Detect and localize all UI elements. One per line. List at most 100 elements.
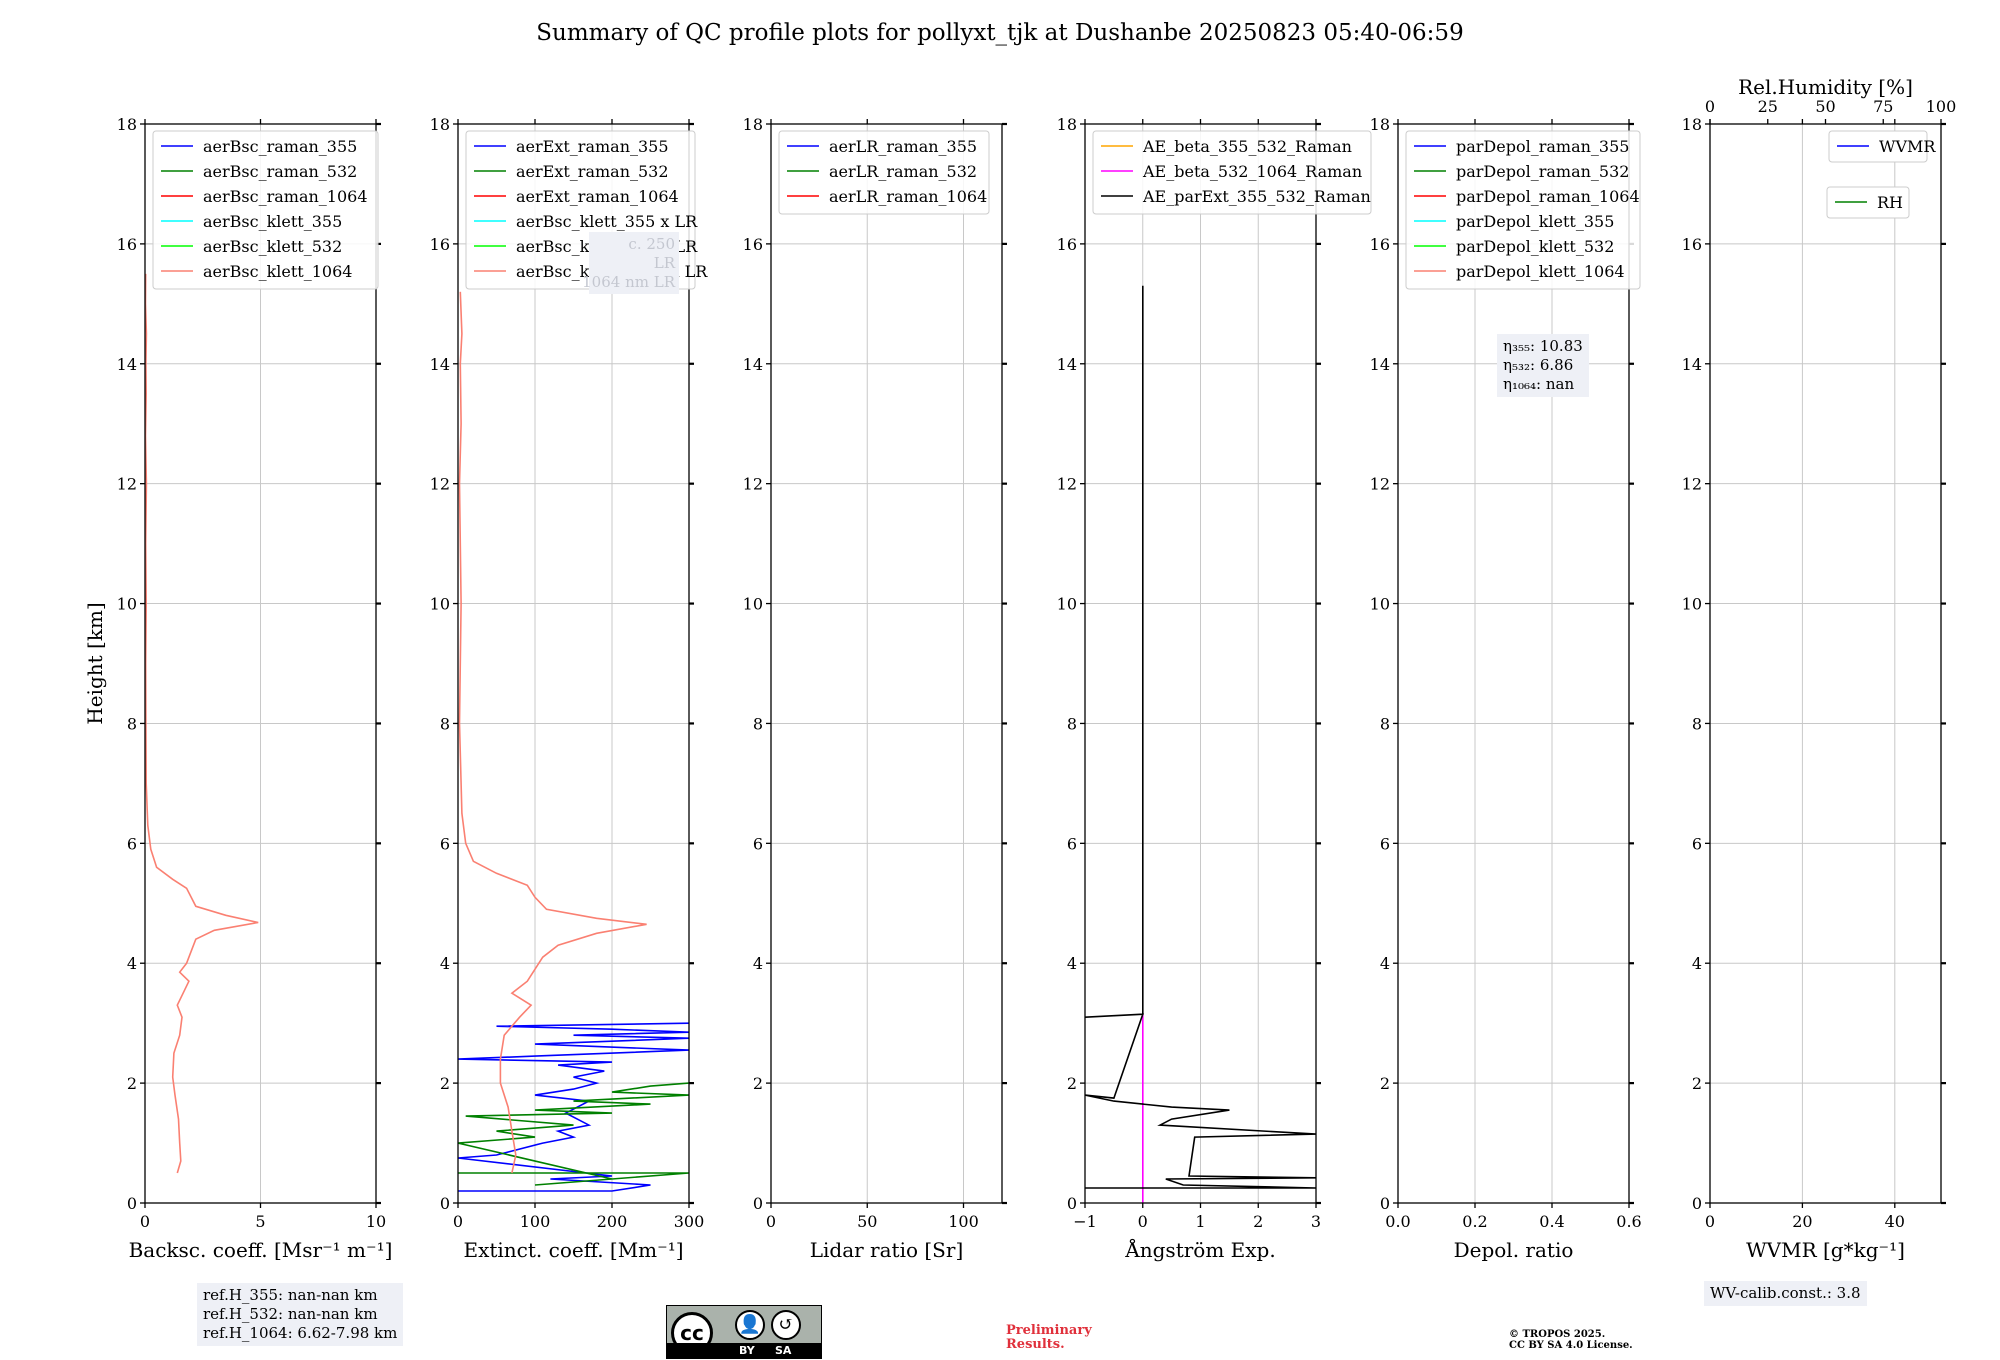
legend-box (1092, 130, 1372, 215)
legend: parDepol_raman_355 parDepol_raman_532 parD… (1405, 130, 1641, 290)
y-tick-label: 18 (1370, 115, 1390, 134)
x-tick-label: 100 (520, 1212, 551, 1231)
top-x-tick-label: 100 (1926, 97, 1957, 116)
preliminary-line-2: Results. (1006, 1337, 1065, 1352)
y-tick-label: 8 (1380, 714, 1390, 733)
x-axis-label: WVMR [g*kg⁻¹] (1746, 1238, 1905, 1262)
y-tick-label: 0 (753, 1194, 763, 1213)
legend-entry-label: parDepol_klett_355 (1456, 212, 1614, 231)
legend-entry-label: parDepol_klett_1064 (1456, 262, 1625, 281)
y-tick-label: 4 (753, 954, 763, 973)
series-line-aerExt_raman_355 (458, 1022, 689, 1192)
y-tick-label: 14 (1057, 355, 1077, 374)
inset-note-box (589, 232, 679, 294)
copyright-line-1: © TROPOS 2025. (1509, 1329, 1606, 1340)
figure-title: Summary of QC profile plots for pollyxt_… (536, 20, 1464, 46)
legend: AE_beta_355_532_Raman AE_beta_532_1064_Ra… (1092, 130, 1372, 215)
badge-by-label: BY (739, 1344, 755, 1357)
axes-frame (1709, 123, 1942, 1204)
legend-entry-label: aerBsc_klett_355 x LR (516, 212, 698, 231)
y-tick-label: 12 (743, 475, 763, 494)
y-tick-label: 10 (430, 595, 450, 614)
eta-355: η₃₅₅: 10.83 (1503, 337, 1583, 355)
badge-sa-label: SA (775, 1344, 792, 1357)
y-tick-label: 12 (1682, 475, 1702, 494)
legend-entry-label: parDepol_raman_1064 (1456, 187, 1640, 206)
y-tick-label: 16 (1057, 235, 1077, 254)
x-tick-label: 0.0 (1385, 1212, 1410, 1231)
legend-entry-label: aerLR_raman_532 (829, 162, 977, 181)
panel-depol: 0 2 4 6 8 10 12 14 16 18 0.0 0.2 0.4 0.6 Depol. ratio p… (1370, 115, 1642, 1262)
y-tick-label: 4 (1692, 954, 1702, 973)
legend-entry-label: aerExt_raman_355 (516, 137, 669, 156)
wv-calib-text: WV-calib.const.: 3.8 (1710, 1284, 1861, 1302)
x-tick-label: 5 (255, 1212, 265, 1231)
y-tick-label: 4 (1067, 954, 1077, 973)
y-tick-label: 4 (127, 954, 137, 973)
x-tick-label: 10 (366, 1212, 386, 1231)
y-tick-label: 16 (1682, 235, 1702, 254)
y-tick-label: 10 (1057, 595, 1077, 614)
legend-entry-label: AE_parExt_355_532_Raman (1142, 187, 1371, 206)
y-tick-label: 0 (1692, 1194, 1702, 1213)
x-tick-label: 0.6 (1616, 1212, 1641, 1231)
legend-box (1828, 130, 1928, 163)
legend-box (152, 130, 379, 290)
panel-lr: 0 2 4 6 8 10 12 14 16 18 0 50 100 Lidar ratio [Sr] aer… (743, 115, 1007, 1262)
y-tick-label: 12 (117, 475, 137, 494)
y-axis-label: Height [km] (83, 602, 107, 724)
legend: WVMR RH (1826, 130, 1936, 219)
y-tick-label: 6 (127, 834, 137, 853)
eta-box: η₃₅₅: 10.83 η₅₃₂: 6.86 η₁₀₆₄: nan (1497, 334, 1589, 397)
y-tick-label: 18 (743, 115, 763, 134)
refh-1064: ref.H_1064: 6.62-7.98 km (203, 1324, 398, 1342)
y-tick-label: 0 (1067, 1194, 1077, 1213)
x-axis-label: Backsc. coeff. [Msr⁻¹ m⁻¹] (129, 1238, 393, 1262)
wv-calib-box: WV-calib.const.: 3.8 (1704, 1281, 1867, 1306)
top-x-tick-label: 75 (1873, 97, 1893, 116)
legend-entry-label: parDepol_raman_532 (1456, 162, 1629, 181)
legend-entry-label: aerBsc_klett_1064 (203, 262, 352, 281)
x-tick-label: 0 (1138, 1212, 1148, 1231)
y-tick-label: 10 (117, 595, 137, 614)
x-tick-label: 0 (766, 1212, 776, 1231)
x-tick-label: 1 (1195, 1212, 1205, 1231)
legend-box (778, 130, 990, 215)
y-tick-label: 0 (127, 1194, 137, 1213)
cc-license-badge: cc 👤 ↺ BY SA (666, 1305, 822, 1359)
y-tick-label: 2 (753, 1074, 763, 1093)
series-group (458, 291, 689, 1192)
y-tick-label: 6 (1692, 834, 1702, 853)
y-tick-label: 10 (1370, 595, 1390, 614)
y-tick-label: 16 (117, 235, 137, 254)
y-tick-label: 6 (440, 834, 450, 853)
x-tick-label: 0 (140, 1212, 150, 1231)
y-tick-label: 4 (440, 954, 450, 973)
panel-ext: 0 2 4 6 8 10 12 14 16 18 0 100 200 300 Extinct. coeff.… (430, 115, 709, 1262)
top-x-tick-label: 0 (1705, 97, 1715, 116)
x-tick-label: 2 (1253, 1212, 1263, 1231)
y-tick-label: 8 (1692, 714, 1702, 733)
legend-entry-label: parDepol_raman_355 (1456, 137, 1629, 156)
y-tick-label: 18 (117, 115, 137, 134)
copyright-line-2: CC BY SA 4.0 License. (1509, 1340, 1633, 1351)
legend-entry-label: aerExt_raman_532 (516, 162, 669, 181)
y-tick-label: 18 (1057, 115, 1077, 134)
x-tick-label: 20 (1792, 1212, 1812, 1231)
share-alike-icon: ↺ (771, 1310, 801, 1340)
top-x-axis-label: Rel.Humidity [%] (1738, 75, 1913, 99)
series-group (1085, 285, 1316, 1203)
y-tick-label: 6 (1067, 834, 1077, 853)
x-axis-label: Depol. ratio (1454, 1238, 1574, 1262)
x-axis-label: Lidar ratio [Sr] (810, 1238, 964, 1262)
legend-entry-label: aerBsc_raman_532 (203, 162, 357, 181)
y-tick-label: 16 (743, 235, 763, 254)
top-x-tick-label: 25 (1758, 97, 1778, 116)
series-line-aerBsc_klett_1064 (145, 273, 259, 1174)
attribution-icon: 👤 (735, 1310, 765, 1340)
series-group (145, 273, 259, 1174)
series-line-AE_parExt_355_532_Raman (1085, 285, 1316, 1189)
y-tick-label: 16 (1370, 235, 1390, 254)
